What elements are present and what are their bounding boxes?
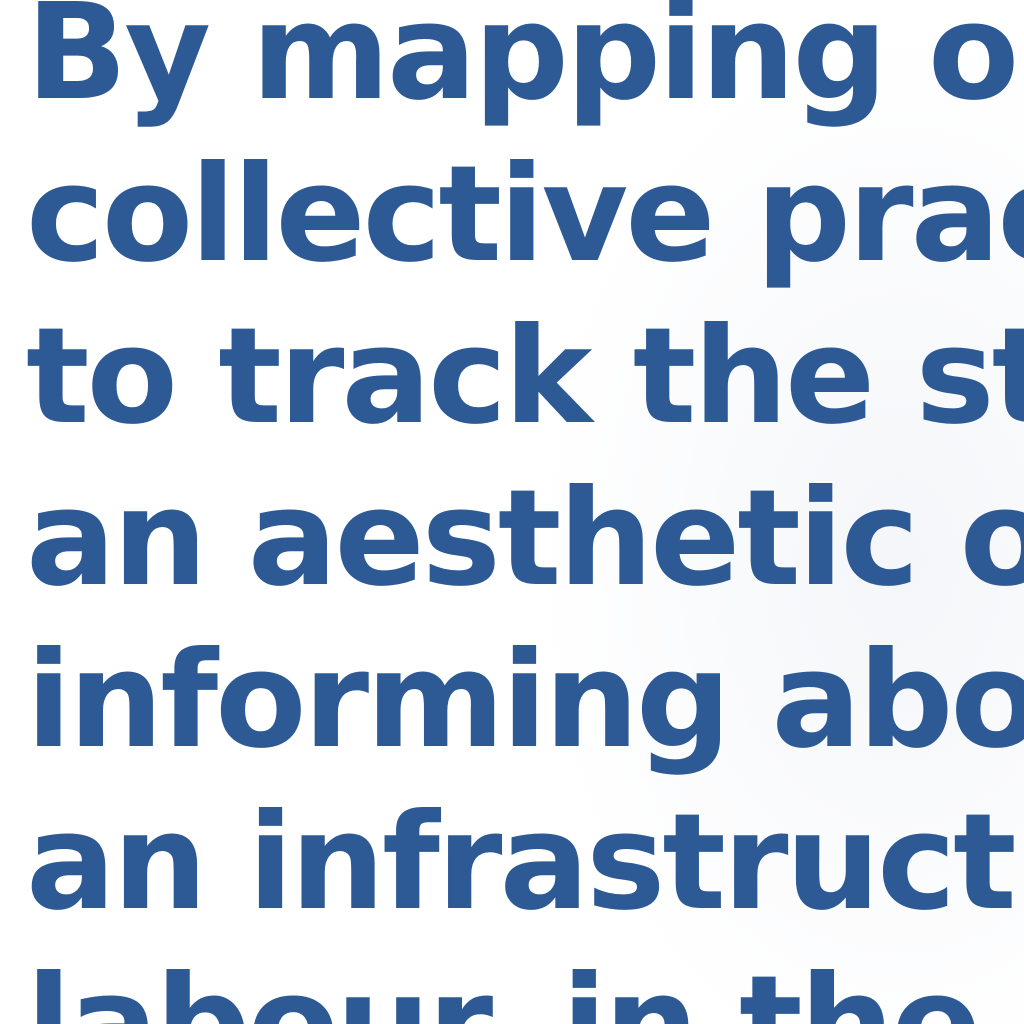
text-line-6: an infrastructur xyxy=(26,786,1024,940)
text-line-4: an aesthetic ob xyxy=(26,462,1024,616)
text-line-7: labour, in the co xyxy=(26,944,1024,1024)
text-line-2: collective pract xyxy=(26,138,1024,292)
text-line-5: informing abou xyxy=(26,624,1024,778)
body-text-block: By mapping onl collective pract to track… xyxy=(26,0,1024,1024)
text-line-1: By mapping onl xyxy=(26,0,1024,130)
text-line-3: to track the stat xyxy=(26,300,1024,454)
